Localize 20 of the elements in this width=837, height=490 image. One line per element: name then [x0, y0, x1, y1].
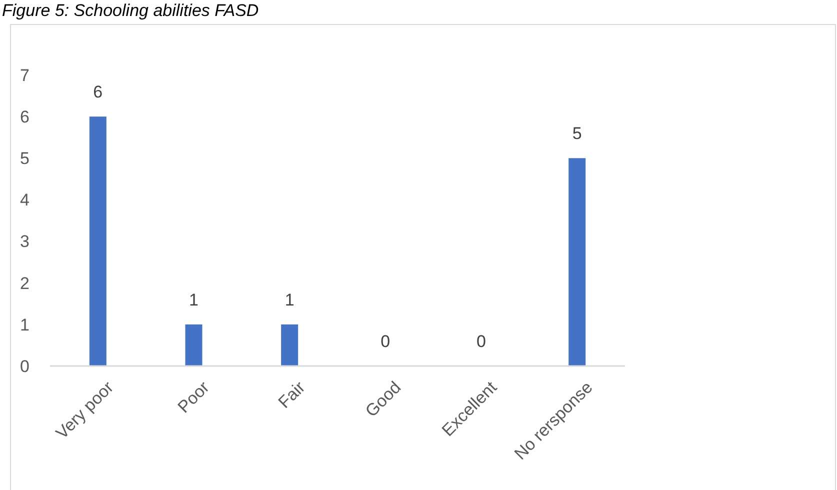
data-label: 6: [93, 82, 103, 102]
data-label: 1: [284, 290, 294, 310]
y-tick-label: 5: [20, 149, 30, 168]
x-tick-label: Fair: [274, 378, 310, 412]
data-label: 0: [476, 332, 486, 351]
data-label: 5: [572, 124, 582, 144]
y-tick-label: 2: [20, 274, 30, 293]
y-tick-label: 1: [20, 315, 30, 334]
bar: [185, 324, 202, 366]
bar: [568, 158, 586, 366]
y-tick-label: 0: [20, 356, 30, 376]
data-label: 0: [380, 332, 390, 351]
bar: [281, 324, 298, 366]
chart-title: Figure 5: Schooling abilities FASD: [2, 1, 259, 20]
bar: [89, 116, 106, 366]
data-label: 1: [189, 290, 198, 310]
y-tick-label: 7: [20, 66, 30, 85]
y-tick-label: 6: [20, 108, 30, 127]
y-tick-label: 3: [20, 232, 30, 252]
y-tick-label: 4: [20, 190, 30, 210]
